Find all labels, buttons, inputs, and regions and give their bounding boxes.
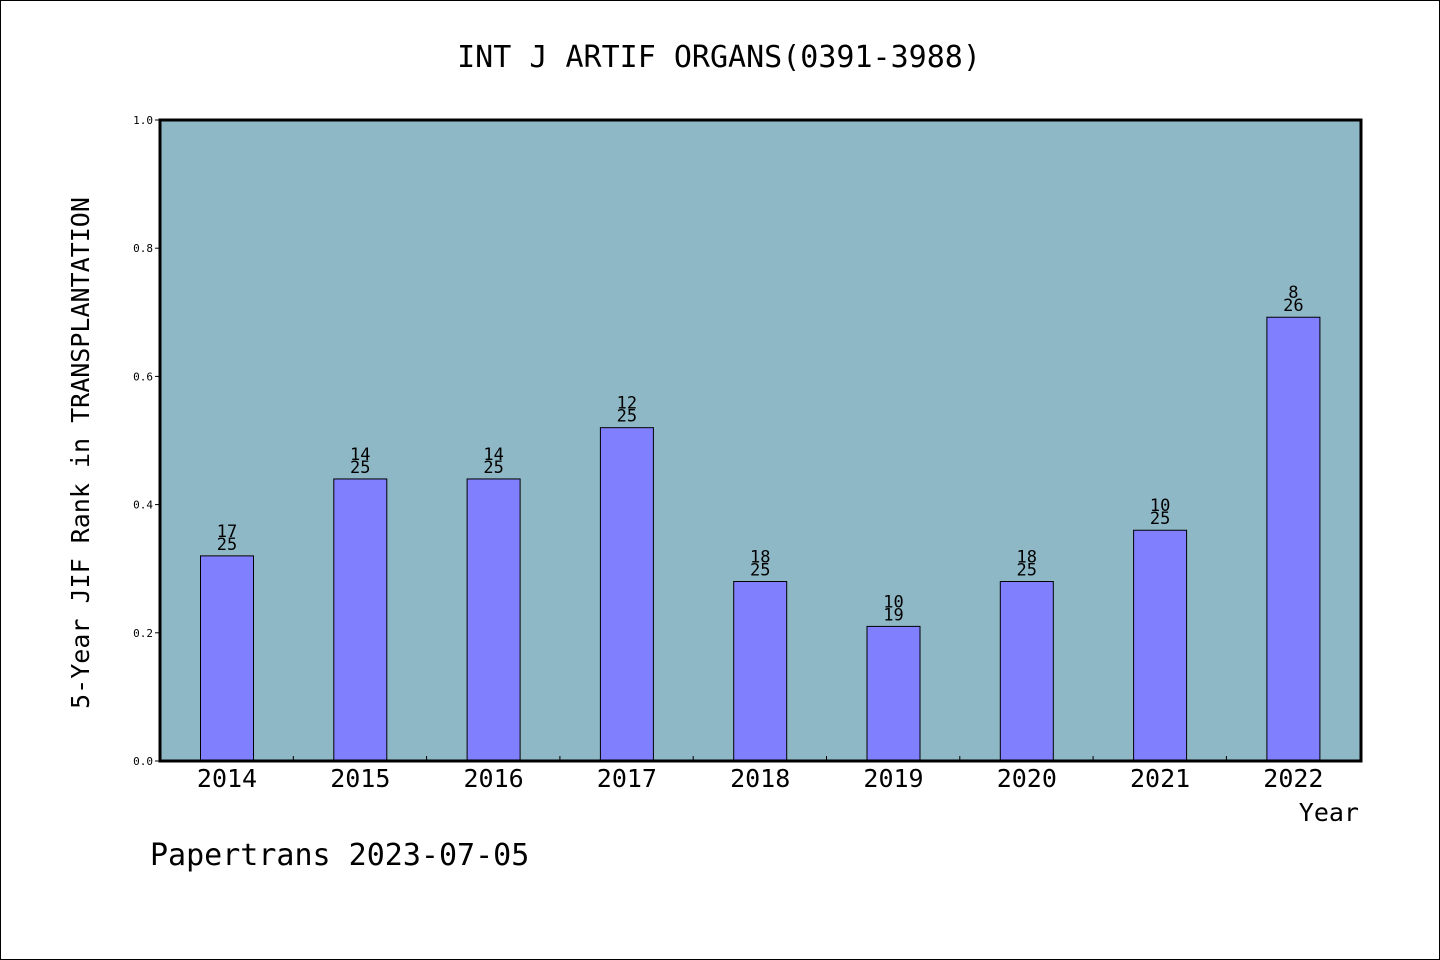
y-axis: 0.0 0.2 0.4 0.6 0.8 1.0 [133,114,160,768]
bar-2017 [599,427,654,762]
bar-2020 [999,581,1054,762]
x-tick-label: 2018 [730,764,790,793]
y-tick-label: 0.8 [133,242,153,255]
x-tick-label: 2019 [863,764,923,793]
bar-2019 [866,625,921,762]
rank-label: 12 [617,394,637,414]
bar-2014 [200,555,254,762]
x-tick-label: 2015 [330,764,390,793]
rank-label: 14 [350,445,370,465]
y-axis-label: 5-Year JIF Rank in TRANSPLANTATION [66,197,95,709]
rank-label: 10 [1150,496,1170,516]
bar-2022 [1266,316,1321,762]
total-label: 25 [483,458,503,478]
bar-2018 [733,581,788,762]
x-tick-label: 2021 [1130,764,1190,793]
x-tick-label: 2022 [1263,764,1323,793]
rank-label: 14 [483,445,503,465]
footer-credit: Papertrans 2023-07-05 [150,838,529,873]
x-tick-label: 2017 [597,764,657,793]
total-label: 25 [750,561,770,581]
y-tick-label: 0.2 [133,627,153,640]
rank-label: 18 [1017,548,1037,568]
total-label: 25 [1017,561,1037,581]
rank-label: 18 [750,548,770,568]
x-tick-label: 2014 [197,764,257,793]
x-tick-label: 2016 [463,764,523,793]
rank-label: 8 [1288,283,1298,303]
x-axis: 2014 2015 2016 2017 2018 2019 2020 2021 2022 [197,756,1324,793]
y-tick-label: 0.4 [133,499,153,512]
x-tick-label: 2020 [997,764,1057,793]
bars [200,316,1321,762]
chart-title: INT J ARTIF ORGANS(0391-3988) [457,40,981,75]
y-tick-label: 1.0 [133,114,153,127]
rank-label: 17 [217,522,237,542]
bar-2015 [333,478,388,762]
rank-label: 10 [883,592,903,612]
total-label: 26 [1283,296,1303,316]
total-label: 25 [1150,509,1170,529]
y-tick-label: 0.0 [133,755,153,768]
total-label: 25 [350,458,370,478]
bar-2021 [1133,529,1188,762]
plot-border [158,118,1363,763]
bar-2016 [466,478,521,762]
x-axis-label: Year [1299,798,1359,827]
total-label: 25 [617,407,637,427]
y-tick-label: 0.6 [133,370,153,383]
total-label: 19 [883,605,903,625]
total-label: 25 [217,535,237,555]
